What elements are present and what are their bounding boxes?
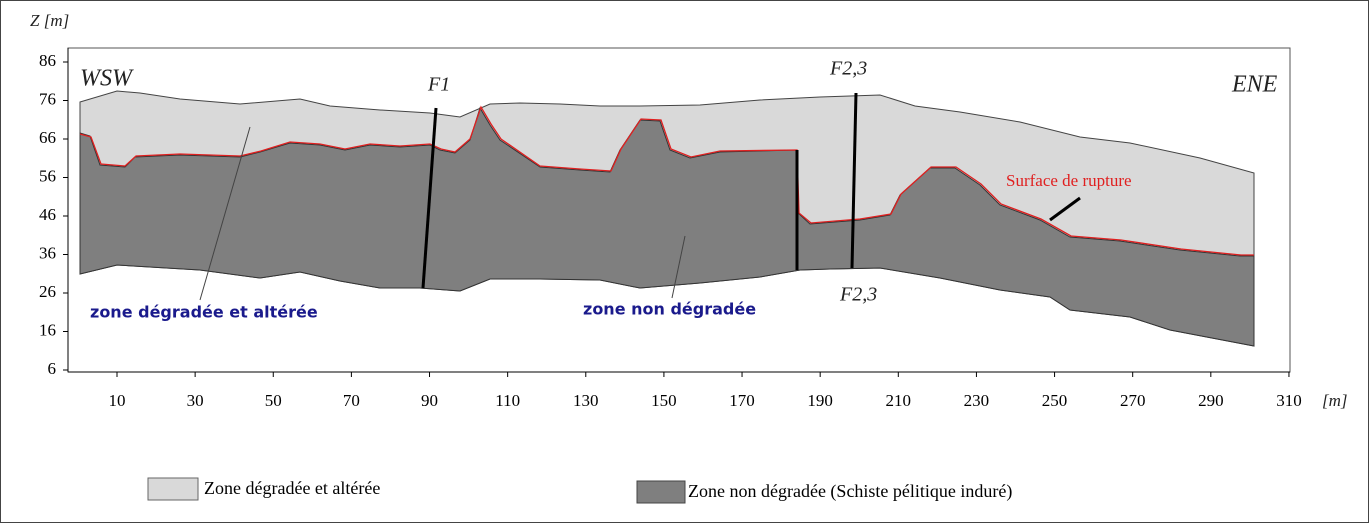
diagram: Z [m] [m] WSW ENE F1 F2,3 F2,3 Surface d… [0,0,1370,524]
wsw-label: WSW [80,66,134,92]
ene-label: ENE [1231,72,1278,98]
x-tick-label: 210 [886,391,912,410]
x-tick-label: 50 [265,391,282,410]
y-tick-label: 36 [39,243,56,262]
y-tick-label: 86 [39,51,56,70]
x-tick-label: 310 [1276,391,1302,410]
y-tick-label: 56 [39,166,56,185]
x-tick-label: 290 [1198,391,1224,410]
f23-top-label: F2,3 [829,58,867,80]
y-tick-label: 16 [39,320,56,339]
legend-swatch [637,481,685,503]
x-tick-label: 250 [1042,391,1068,410]
x-tick-label: 90 [421,391,438,410]
f1-label: F1 [427,74,450,96]
legend-label: Zone dégradée et altérée [204,478,380,498]
x-axis-unit: [m] [1322,391,1348,410]
x-tick-label: 150 [651,391,677,410]
y-tick-label: 76 [39,89,56,108]
f23-bottom-label: F2,3 [839,284,877,306]
zone-label: zone non dégradée [583,300,756,319]
x-tick-label: 230 [964,391,990,410]
x-tick-label: 30 [187,391,204,410]
x-tick-label: 190 [807,391,833,410]
legend-label: Zone non dégradée (Schiste pélitique ind… [688,481,1012,502]
y-tick-label: 46 [39,205,56,224]
rupture-label: Surface de rupture [1006,171,1132,190]
x-tick-label: 170 [729,391,755,410]
zone-label: zone dégradée et altérée [90,303,318,322]
y-tick-label: 26 [39,282,56,301]
x-tick-label: 130 [573,391,599,410]
x-tick-label: 110 [495,391,520,410]
y-tick-label: 66 [39,128,56,147]
x-tick-label: 10 [109,391,126,410]
y-axis-label: Z [m] [30,11,69,30]
x-tick-label: 70 [343,391,360,410]
y-tick-label: 6 [48,359,57,378]
legend-swatch [148,478,198,500]
x-tick-label: 270 [1120,391,1146,410]
